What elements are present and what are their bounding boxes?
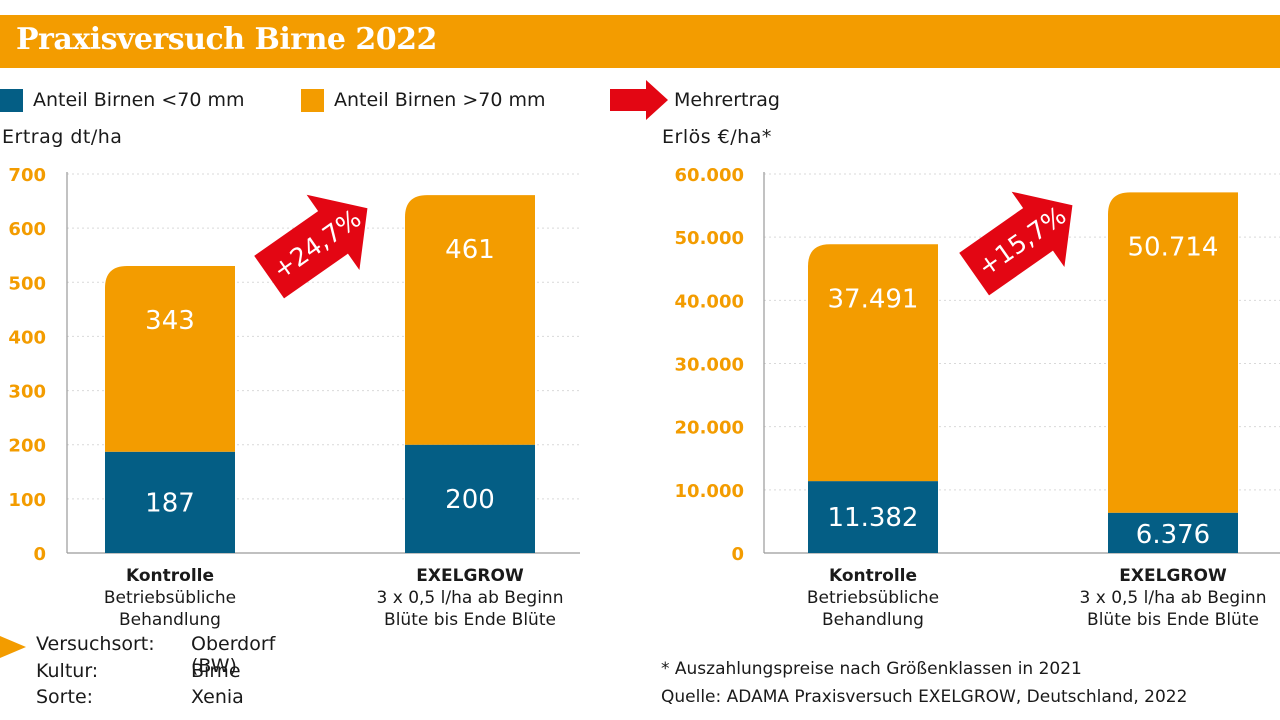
yield-y-tick-label: 400 <box>8 327 46 348</box>
legend-swatch-blue <box>0 88 23 112</box>
yield-red-arrow-icon <box>254 194 368 299</box>
revenue-y-tick-label: 20.000 <box>675 418 744 439</box>
yield-category-desc-2: 3 x 0,5 l/ha ab Beginn <box>377 588 564 608</box>
legend-item-arrow: Mehrertrag <box>610 80 780 120</box>
yield-y-tick-label: 600 <box>8 219 46 240</box>
revenue-value-label-large-2: 50.714 <box>1128 232 1219 262</box>
revenue-increase-label: +15,7% <box>972 201 1071 282</box>
source-note: Quelle: ADAMA Praxisversuch EXELGROW, De… <box>661 687 1188 707</box>
info-value-variety: Xenia <box>191 686 244 708</box>
revenue-value-label-small-1: 11.382 <box>828 503 919 533</box>
yield-category-name-2: EXELGROW <box>416 566 524 586</box>
revenue-bar-small-2 <box>1108 512 1238 553</box>
legend-item-small: Anteil Birnen <70 mm <box>0 86 245 114</box>
revenue-red-arrow-icon <box>959 191 1073 296</box>
yield-value-label-large-2: 461 <box>445 235 495 265</box>
info-label-crop: Kultur: <box>36 660 99 682</box>
revenue-y-tick-label: 30.000 <box>675 355 744 376</box>
title-bar: Praxisversuch Birne 2022 <box>0 15 1280 68</box>
legend-swatch-orange <box>301 88 324 112</box>
revenue-bar-large-2 <box>1108 192 1238 513</box>
yield-y-tick-label: 200 <box>8 436 46 457</box>
revenue-bar-small-1 <box>808 481 938 553</box>
yield-bar-large-1 <box>105 266 235 452</box>
yield-value-label-large-1: 343 <box>145 306 195 336</box>
info-value-location: Oberdorf (BW) <box>191 633 276 677</box>
yield-y-tick-label: 700 <box>8 165 46 186</box>
yield-category-name-1: Kontrolle <box>126 566 214 586</box>
revenue-category-desc-1: Behandlung <box>822 610 924 630</box>
revenue-category-desc-1: Betriebsübliche <box>807 588 939 608</box>
red-arrow-icon <box>610 80 668 120</box>
revenue-y-tick-label: 50.000 <box>675 228 744 249</box>
legend-label-large: Anteil Birnen >70 mm <box>334 89 546 111</box>
yield-y-tick-label: 100 <box>8 490 46 511</box>
revenue-y-tick-label: 40.000 <box>675 291 744 312</box>
revenue-y-tick-label: 10.000 <box>675 481 744 502</box>
yield-increase-arrow: +24,7% <box>254 194 368 299</box>
left-y-axis-title: Ertrag dt/ha <box>2 126 123 148</box>
legend-item-large: Anteil Birnen >70 mm <box>301 86 546 114</box>
yield-category-desc-1: Betriebsübliche <box>104 588 236 608</box>
yield-value-label-small-1: 187 <box>145 488 195 518</box>
yield-chart: 700 600 500 400 300 200 100 0 187 343 KontrolleBet… <box>8 165 580 630</box>
yield-category-desc-1: Behandlung <box>119 610 221 630</box>
info-label-variety: Sorte: <box>36 686 94 708</box>
revenue-bar-large-1 <box>808 244 938 482</box>
info-pointer-icon <box>0 636 26 658</box>
revenue-value-label-large-1: 37.491 <box>828 284 919 314</box>
yield-y-tick-label: 0 <box>33 544 46 565</box>
revenue-category-name-2: EXELGROW <box>1119 566 1227 586</box>
yield-value-label-small-2: 200 <box>445 485 495 515</box>
legend-label-arrow: Mehrertrag <box>674 89 780 111</box>
yield-y-tick-label: 300 <box>8 382 46 403</box>
right-y-axis-title: Erlös €/ha* <box>662 126 772 148</box>
revenue-value-label-small-2: 6.376 <box>1136 520 1210 550</box>
chart-title: Praxisversuch Birne 2022 <box>16 22 437 57</box>
revenue-y-tick-label: 60.000 <box>675 165 744 186</box>
revenue-category-desc-2: Blüte bis Ende Blüte <box>1087 610 1259 630</box>
revenue-y-tick-label: 0 <box>731 544 744 565</box>
revenue-category-name-1: Kontrolle <box>829 566 917 586</box>
revenue-increase-arrow: +15,7% <box>959 191 1073 296</box>
yield-bar-large-2 <box>405 195 535 445</box>
revenue-category-desc-2: 3 x 0,5 l/ha ab Beginn <box>1080 588 1267 608</box>
footnote: * Auszahlungspreise nach Größenklassen i… <box>661 659 1082 679</box>
info-label-location: Versuchsort: <box>36 633 155 655</box>
yield-y-tick-label: 500 <box>8 273 46 294</box>
yield-bar-small-2 <box>405 444 535 553</box>
yield-category-desc-2: Blüte bis Ende Blüte <box>384 610 556 630</box>
info-value-crop: Birne <box>191 660 241 682</box>
legend-label-small: Anteil Birnen <70 mm <box>33 89 245 111</box>
yield-bar-small-1 <box>105 451 235 553</box>
